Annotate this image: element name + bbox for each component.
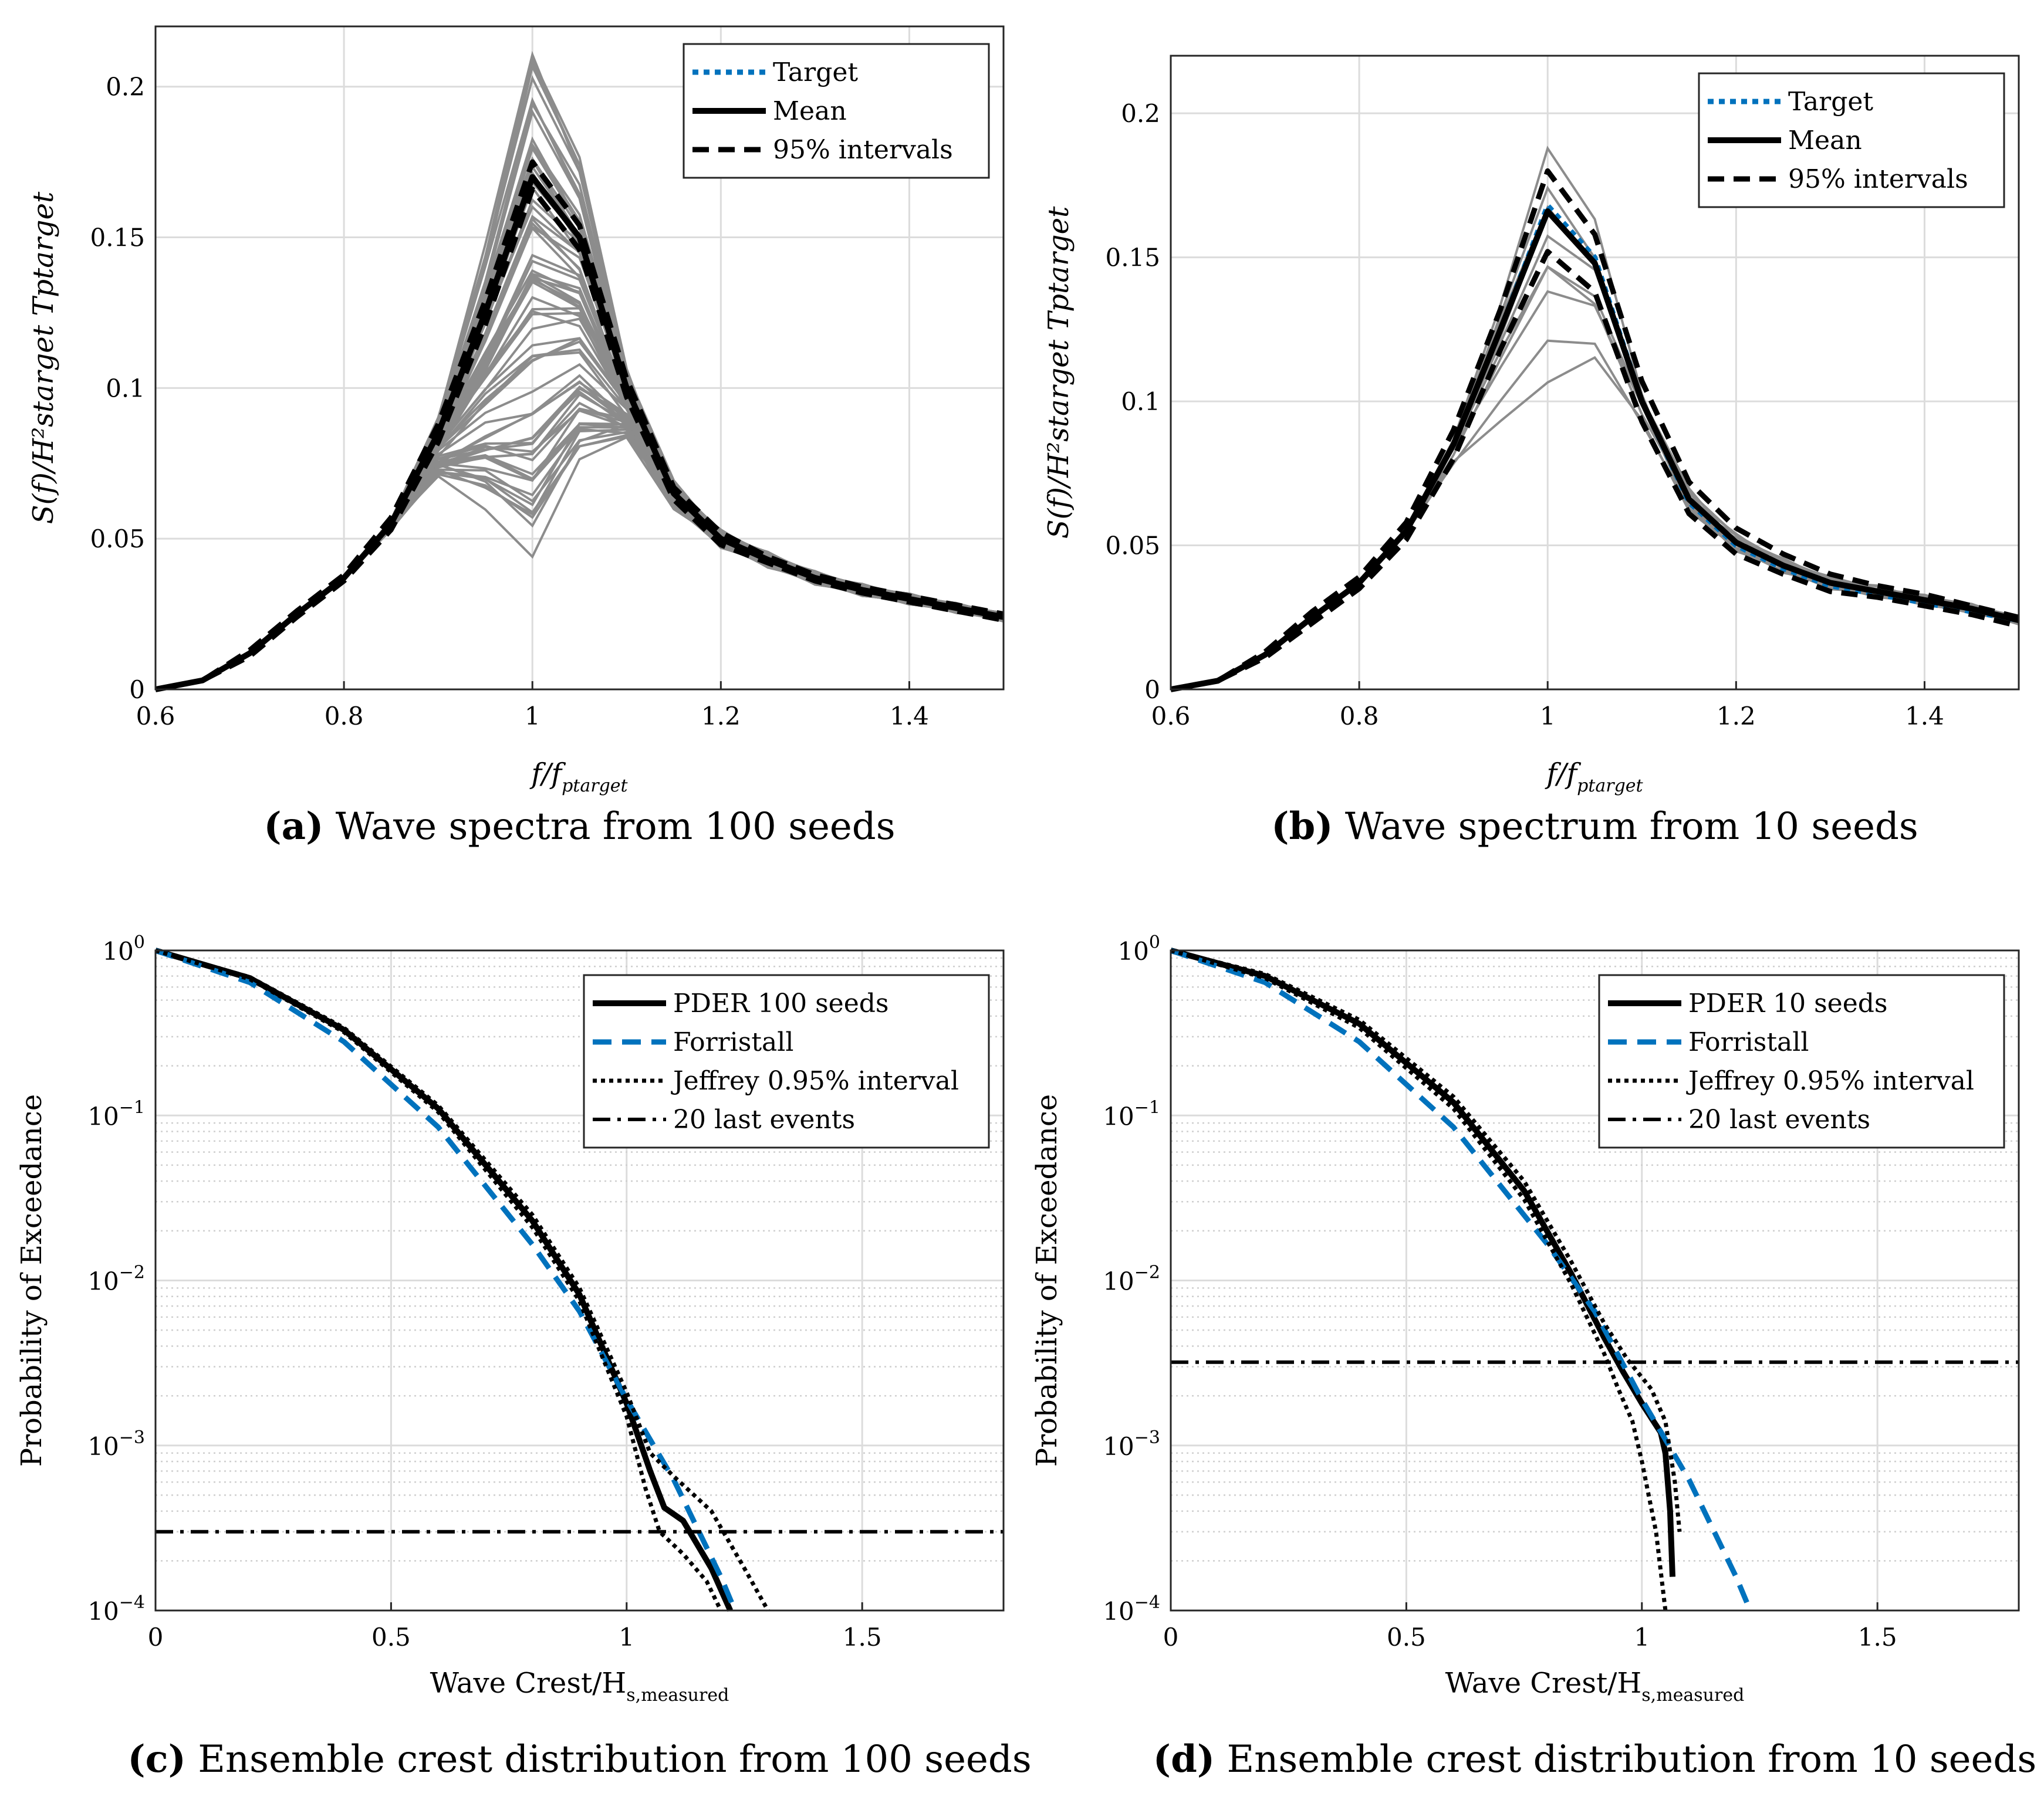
y-tick-label: 0.15 <box>90 224 145 252</box>
legend-label: 20 last events <box>673 1105 855 1135</box>
legend-label: Mean <box>1788 126 1862 155</box>
caption: (b) Wave spectrum from 10 seeds <box>1271 804 1918 848</box>
y-tick-label: 100 <box>102 932 145 966</box>
x-tick-label: 0.5 <box>371 1623 411 1652</box>
legend-label: Target <box>773 57 858 87</box>
series-line <box>1170 948 1682 1532</box>
legend: Target Mean 95% intervals <box>1698 72 2005 208</box>
x-tick-label: 1 <box>525 702 540 730</box>
x-tick-label: 0.5 <box>1387 1623 1426 1652</box>
x-tick-label: 1.4 <box>1905 702 1944 730</box>
caption: (a) Wave spectra from 100 seeds <box>263 804 895 848</box>
legend-label: 95% intervals <box>773 135 953 165</box>
x-tick-label: 1 <box>619 1623 634 1652</box>
y-tick-label: 10−4 <box>87 1592 145 1626</box>
axes-frame <box>1170 949 2020 1612</box>
axes-frame <box>1170 55 2020 691</box>
series-line <box>1170 249 2020 692</box>
chart-c: 0 0.5 1 1.5 100 10−1 10−2 10−3 10−4 Wave Crest/Hs… <box>15 932 1032 1781</box>
series-line <box>155 159 1004 692</box>
series-line <box>1170 948 1675 1577</box>
legend-label: 20 last events <box>1688 1105 1870 1135</box>
x-axis-label: f/fptarget <box>1545 757 1643 796</box>
y-tick-label: 10−3 <box>87 1427 145 1461</box>
legend-label: Forristall <box>1688 1027 1809 1057</box>
y-axis-label: Probability of Exceedance <box>1031 1094 1063 1467</box>
series-line <box>1170 948 1753 1612</box>
legend-label: Jeffrey 0.95% interval <box>671 1066 959 1096</box>
y-axis-label: S(f)/H²starget Tptarget <box>1042 206 1075 539</box>
legend: PDER 100 seeds Forristall Jeffrey 0.95% in… <box>583 974 990 1149</box>
x-tick-label: 1 <box>1540 702 1556 730</box>
x-tick-label: 1.5 <box>843 1623 882 1652</box>
y-tick-label: 100 <box>1117 932 1160 966</box>
legend-label: PDER 100 seeds <box>673 989 889 1019</box>
y-tick-label: 0 <box>1144 675 1160 704</box>
legend: PDER 10 seeds Forristall Jeffrey 0.95% int… <box>1598 974 2005 1149</box>
x-tick-label: 1.2 <box>1717 702 1756 730</box>
series-line <box>154 948 723 1612</box>
x-tick-label: 1 <box>1634 1623 1650 1652</box>
chart-a: 0.6 0.8 1 1.2 1.4 0 0.05 0.1 0.15 0.2 f/fptarget S(… <box>27 25 1005 848</box>
legend-label: 95% intervals <box>1788 164 1968 194</box>
chart-d: 0 0.5 1 1.5 100 10−1 10−2 10−3 10−4 Wave Crest/Hs… <box>1031 932 2036 1781</box>
x-tick-label: 1.4 <box>890 702 929 730</box>
y-tick-label: 0.2 <box>1121 99 1160 128</box>
x-tick-label: 0.6 <box>136 702 175 730</box>
series-line <box>155 948 770 1612</box>
legend-label: PDER 10 seeds <box>1688 989 1888 1019</box>
y-tick-label: 10−2 <box>1103 1263 1160 1296</box>
x-tick-label: 0.8 <box>1340 702 1379 730</box>
x-axis-label: Wave Crest/Hs,measured <box>430 1667 729 1706</box>
legend-label: Target <box>1788 87 1873 117</box>
legend-label: Forristall <box>673 1027 793 1057</box>
legend: Target Mean 95% intervals <box>683 43 990 179</box>
y-tick-label: 0.05 <box>90 525 145 553</box>
axes-frame <box>154 25 1005 691</box>
series-line <box>155 186 1004 692</box>
series-line <box>154 948 738 1612</box>
legend-label: Jeffrey 0.95% interval <box>1686 1066 1974 1096</box>
y-axis-label: S(f)/H²starget Tptarget <box>27 191 60 524</box>
chart-b: 0.6 0.8 1 1.2 1.4 0 0.05 0.1 0.15 0.2 f/fptarget S(… <box>1042 55 2020 848</box>
x-tick-label: 0 <box>148 1623 164 1652</box>
x-axis-label: f/fptarget <box>529 757 628 796</box>
series-line <box>154 948 733 1612</box>
y-tick-label: 10−2 <box>87 1263 145 1296</box>
x-tick-label: 0 <box>1163 1623 1179 1652</box>
series-line <box>1170 208 2020 692</box>
x-tick-label: 0.8 <box>325 702 364 730</box>
y-tick-label: 0.2 <box>106 73 145 101</box>
caption: (c) Ensemble crest distribution from 100… <box>127 1737 1031 1781</box>
x-tick-label: 1.2 <box>701 702 741 730</box>
caption: (d) Ensemble crest distribution from 10 … <box>1153 1737 2036 1781</box>
y-tick-label: 0.1 <box>106 374 145 402</box>
legend-label: Mean <box>773 96 847 126</box>
axes-frame <box>154 949 1005 1612</box>
y-tick-label: 10−1 <box>1103 1097 1160 1131</box>
y-tick-label: 0.1 <box>1121 387 1160 416</box>
y-tick-label: 10−3 <box>1103 1427 1160 1461</box>
x-axis-label: Wave Crest/Hs,measured <box>1445 1667 1745 1706</box>
y-tick-label: 0.15 <box>1105 243 1160 272</box>
x-tick-label: 0.6 <box>1151 702 1191 730</box>
y-tick-label: 0 <box>129 675 145 704</box>
y-axis-label: Probability of Exceedance <box>15 1094 48 1467</box>
series-line <box>1170 168 2020 692</box>
y-tick-label: 10−4 <box>1103 1592 1160 1626</box>
y-tick-label: 10−1 <box>87 1097 145 1131</box>
x-tick-label: 1.5 <box>1858 1623 1897 1652</box>
y-tick-label: 0.05 <box>1105 532 1160 560</box>
